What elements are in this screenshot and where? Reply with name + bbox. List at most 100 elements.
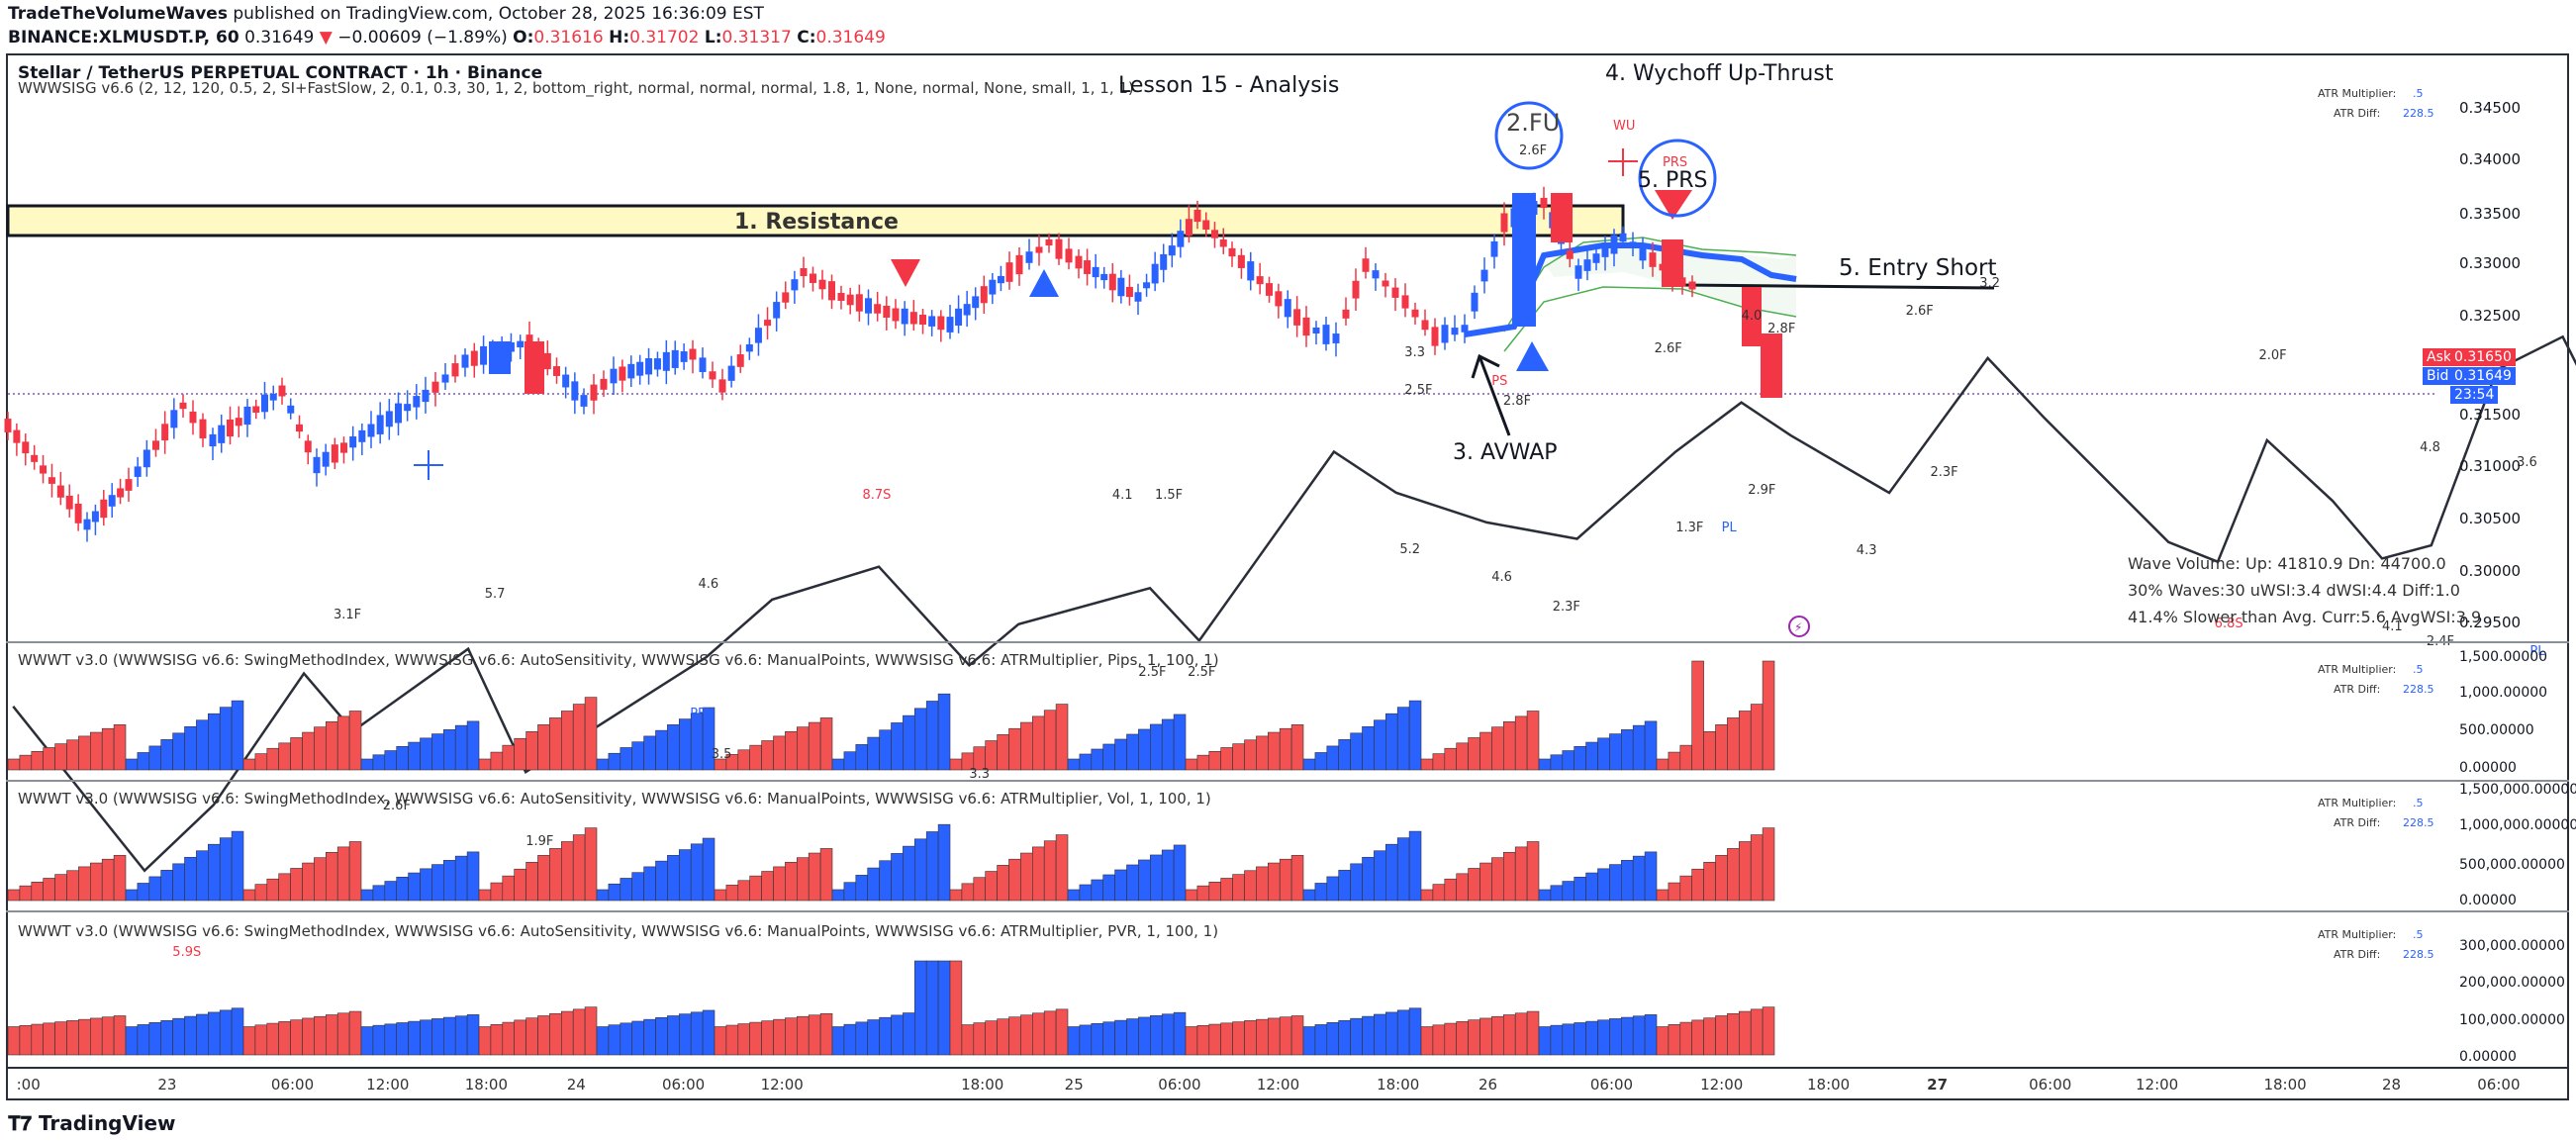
- tradingview-logo[interactable]: 𝐓𝟕 TradingView: [8, 1111, 176, 1135]
- price-tick: 0.31000: [2459, 457, 2522, 475]
- bid-tag: Bid: [2423, 367, 2453, 385]
- time-axis-border: [6, 1067, 2569, 1069]
- wave-label: 1.5F: [1154, 488, 1184, 504]
- chart-title[interactable]: Stellar / TetherUS PERPETUAL CONTRACT · …: [18, 63, 543, 83]
- wu-label: WU: [1613, 119, 1636, 134]
- wave-label: 8.7S: [862, 488, 892, 504]
- wave-label: 2.3F: [1552, 599, 1580, 615]
- time-tick: 28: [2382, 1076, 2402, 1093]
- fu-label: 2.FU: [1506, 109, 1561, 137]
- resistance-zone: [6, 204, 1625, 238]
- vol-pane-title[interactable]: WWWT v3.0 (WWWSISG v6.6: SwingMethodInde…: [18, 790, 1211, 808]
- pips-pane-title[interactable]: WWWT v3.0 (WWWSISG v6.6: SwingMethodInde…: [18, 651, 1219, 669]
- pane-axis-tick: 0.00000: [2459, 760, 2517, 776]
- pane-axis-tick: 0.00000: [2459, 893, 2517, 908]
- bid-price: 0.31649: [2450, 367, 2516, 385]
- wave-label: 2.0F: [2258, 347, 2287, 363]
- wave-label: 2.6F: [1654, 341, 1682, 357]
- ask-price: 0.31650: [2450, 348, 2516, 366]
- time-tick: 18:00: [1807, 1076, 1851, 1093]
- time-tick: 18:00: [464, 1076, 508, 1093]
- wave-label: 2.9F: [1748, 483, 1776, 499]
- prs-down-triangle: [1655, 190, 1692, 220]
- price-tick: 0.29500: [2459, 614, 2522, 631]
- published-text: published on TradingView.com, October 28…: [233, 4, 764, 24]
- time-tick: 24: [566, 1076, 586, 1093]
- fu-circle: [1494, 101, 1564, 170]
- price-tick: 0.34500: [2459, 99, 2522, 117]
- wave-label: 3.2: [1979, 275, 2000, 291]
- wave-label: 2.5F: [1188, 665, 1216, 681]
- avwap-label: 3. AVWAP: [1453, 440, 1558, 465]
- pane-separator[interactable]: [6, 641, 2569, 643]
- resistance-label: 1. Resistance: [734, 210, 899, 235]
- time-tick: 06:00: [661, 1076, 706, 1093]
- pane-separator[interactable]: [6, 910, 2569, 912]
- low-value: 0.31317: [721, 28, 792, 48]
- wave-label: 3.6: [2517, 454, 2537, 470]
- wave-label: 2.8F: [1767, 322, 1796, 337]
- slower-avg-stat: 41.4% Slower than Avg. Curr:5.6 AvgWSI:3…: [2128, 608, 2482, 626]
- symbol: BINANCE:XLMUSDT.P, 60: [8, 28, 239, 48]
- wave-label: 2.5F: [1138, 665, 1167, 681]
- open-value: 0.31616: [533, 28, 604, 48]
- publisher-name[interactable]: TradeTheVolumeWaves: [8, 4, 228, 24]
- high-value: 0.31702: [629, 28, 700, 48]
- pane-axis-tick: 100,000.00000: [2459, 1012, 2565, 1028]
- time-tick: 06:00: [270, 1076, 315, 1093]
- time-tick: 12:00: [760, 1076, 804, 1093]
- wave-label: 2.6F: [1905, 304, 1934, 320]
- time-tick: 27: [1927, 1076, 1949, 1093]
- price-tick: 0.31500: [2459, 406, 2522, 424]
- avwap-arrow: [1478, 355, 1511, 436]
- wave-label: 3.5: [711, 747, 732, 763]
- time-tick: 12:00: [1700, 1076, 1744, 1093]
- wave-label: PL: [2529, 643, 2545, 659]
- ask-tag: Ask: [2423, 348, 2455, 366]
- time-tick: :00: [16, 1076, 41, 1093]
- time-tick: 12:00: [1256, 1076, 1300, 1093]
- pane-axis-tick: 1,500,000.00000: [2459, 782, 2576, 798]
- wave-label: 5.2: [1399, 541, 1420, 557]
- pane-axis-tick: 0.00000: [2459, 1049, 2517, 1065]
- wave-label: 5.9S: [172, 944, 202, 960]
- wave-label: 4.1: [1111, 488, 1133, 504]
- pane-separator[interactable]: [6, 780, 2569, 782]
- time-tick: 12:00: [2136, 1076, 2179, 1093]
- entry-short-label: 5. Entry Short: [1839, 255, 1997, 281]
- price-tick: 0.32500: [2459, 307, 2522, 325]
- wave-label: 4.3: [1856, 543, 1877, 559]
- wave-label: 4.0: [1741, 309, 1763, 325]
- pane-axis-tick: 1,500.00000: [2459, 649, 2548, 665]
- time-tick: 25: [1064, 1076, 1084, 1093]
- close-value: 0.31649: [815, 28, 886, 48]
- low-label: L:: [704, 28, 722, 48]
- countdown-timer: 23:54: [2450, 386, 2499, 404]
- wave-label: 1.3F: [1675, 521, 1704, 536]
- time-tick: 06:00: [2029, 1076, 2072, 1093]
- pane-axis-tick: 200,000.00000: [2459, 975, 2565, 991]
- ps-down-triangle: [891, 259, 920, 287]
- indicator-legend[interactable]: WWWSISG v6.6 (2, 12, 120, 0.5, 2, SI+Fas…: [18, 79, 1134, 97]
- close-label: C:: [797, 28, 816, 48]
- down-arrow-icon: ▼: [319, 28, 333, 48]
- atr-diff: ATR Diff: 228.5: [2334, 816, 2434, 829]
- time-tick: 18:00: [2263, 1076, 2307, 1093]
- prs-circle: [1638, 139, 1717, 218]
- publisher-line: TradeTheVolumeWaves published on Trading…: [8, 4, 764, 24]
- time-tick: 06:00: [1158, 1076, 1201, 1093]
- last-price: 0.31649: [244, 28, 315, 48]
- price-tick: 0.30000: [2459, 562, 2522, 580]
- atr-diff: ATR Diff: 228.5: [2334, 683, 2434, 696]
- wychoff-label: 4. Wychoff Up-Thrust: [1605, 61, 1834, 86]
- pane-axis-tick: 500,000.00000: [2459, 857, 2565, 873]
- price-change: −0.00609 (−1.89%): [337, 28, 508, 48]
- pvr-pane-title[interactable]: WWWT v3.0 (WWWSISG v6.6: SwingMethodInde…: [18, 922, 1219, 940]
- time-tick: 06:00: [2477, 1076, 2521, 1093]
- wave-label: 2.8F: [1502, 394, 1532, 410]
- pane-axis-tick: 500.00000: [2459, 722, 2534, 738]
- prs-small-label: PRS: [1663, 155, 1688, 170]
- pl-up-triangle-2: [1516, 341, 1549, 371]
- wave-label: PFL: [690, 706, 713, 721]
